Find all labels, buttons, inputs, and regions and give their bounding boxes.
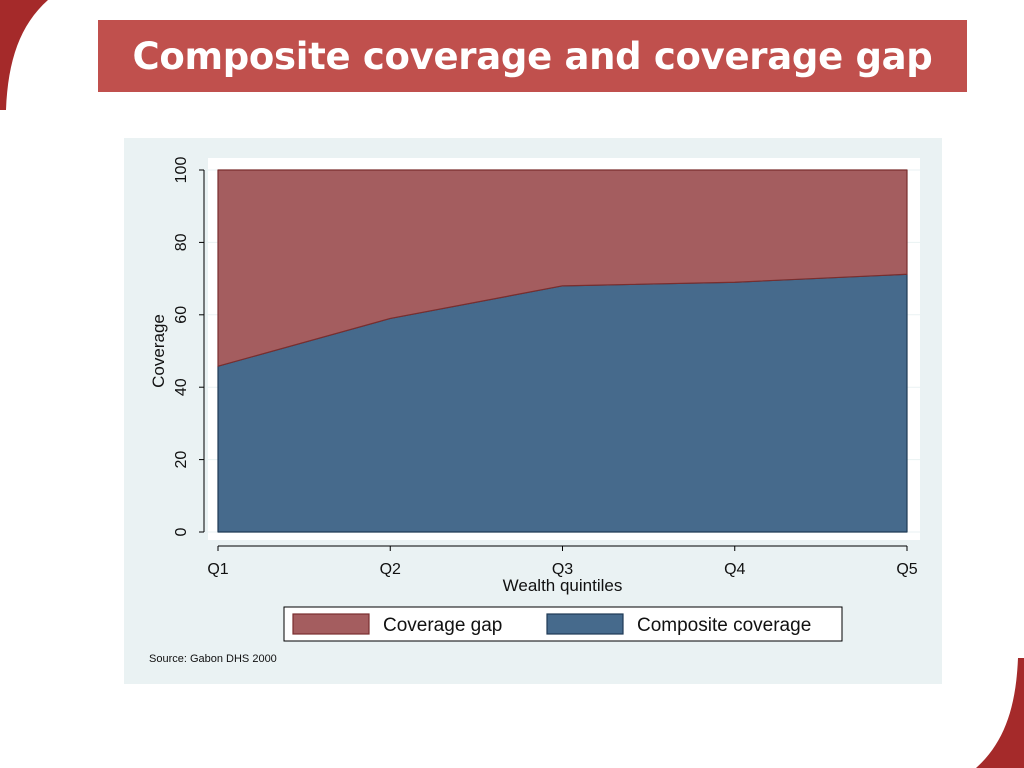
y-tick-label: 60 <box>173 306 190 324</box>
title-bar: Composite coverage and coverage gap <box>98 20 967 92</box>
slide-title: Composite coverage and coverage gap <box>132 34 933 78</box>
corner-decoration-bottom-right <box>976 658 1024 768</box>
corner-decoration-top-left <box>0 0 48 110</box>
legend-label: Composite coverage <box>637 615 811 636</box>
legend-swatch <box>292 613 370 635</box>
y-tick-label: 40 <box>173 378 190 396</box>
y-tick-label: 0 <box>173 527 190 536</box>
x-tick-label: Q3 <box>552 561 573 578</box>
x-tick-label: Q2 <box>380 561 401 578</box>
legend-swatch <box>546 613 624 635</box>
x-tick-label: Q4 <box>724 561 745 578</box>
area-chart: 0 20 40 60 80 100 Coverage Q1 Q2 Q3 Q4 Q5 Wealth qui… <box>149 157 920 665</box>
source-note: Source: Gabon DHS 2000 <box>149 653 277 665</box>
chart-panel: 0 20 40 60 80 100 Coverage Q1 Q2 Q3 Q4 Q5 Wealth qui… <box>124 138 942 684</box>
y-tick-label: 100 <box>173 157 190 184</box>
y-tick-label: 80 <box>173 233 190 251</box>
x-axis-title: Wealth quintiles <box>503 576 623 595</box>
area-coverage-gap <box>217 169 908 367</box>
x-tick-label: Q5 <box>896 561 917 578</box>
legend-label: Coverage gap <box>383 615 502 636</box>
y-axis-title: Coverage <box>149 314 168 388</box>
y-tick-label: 20 <box>173 451 190 469</box>
x-tick-label: Q1 <box>207 561 228 578</box>
